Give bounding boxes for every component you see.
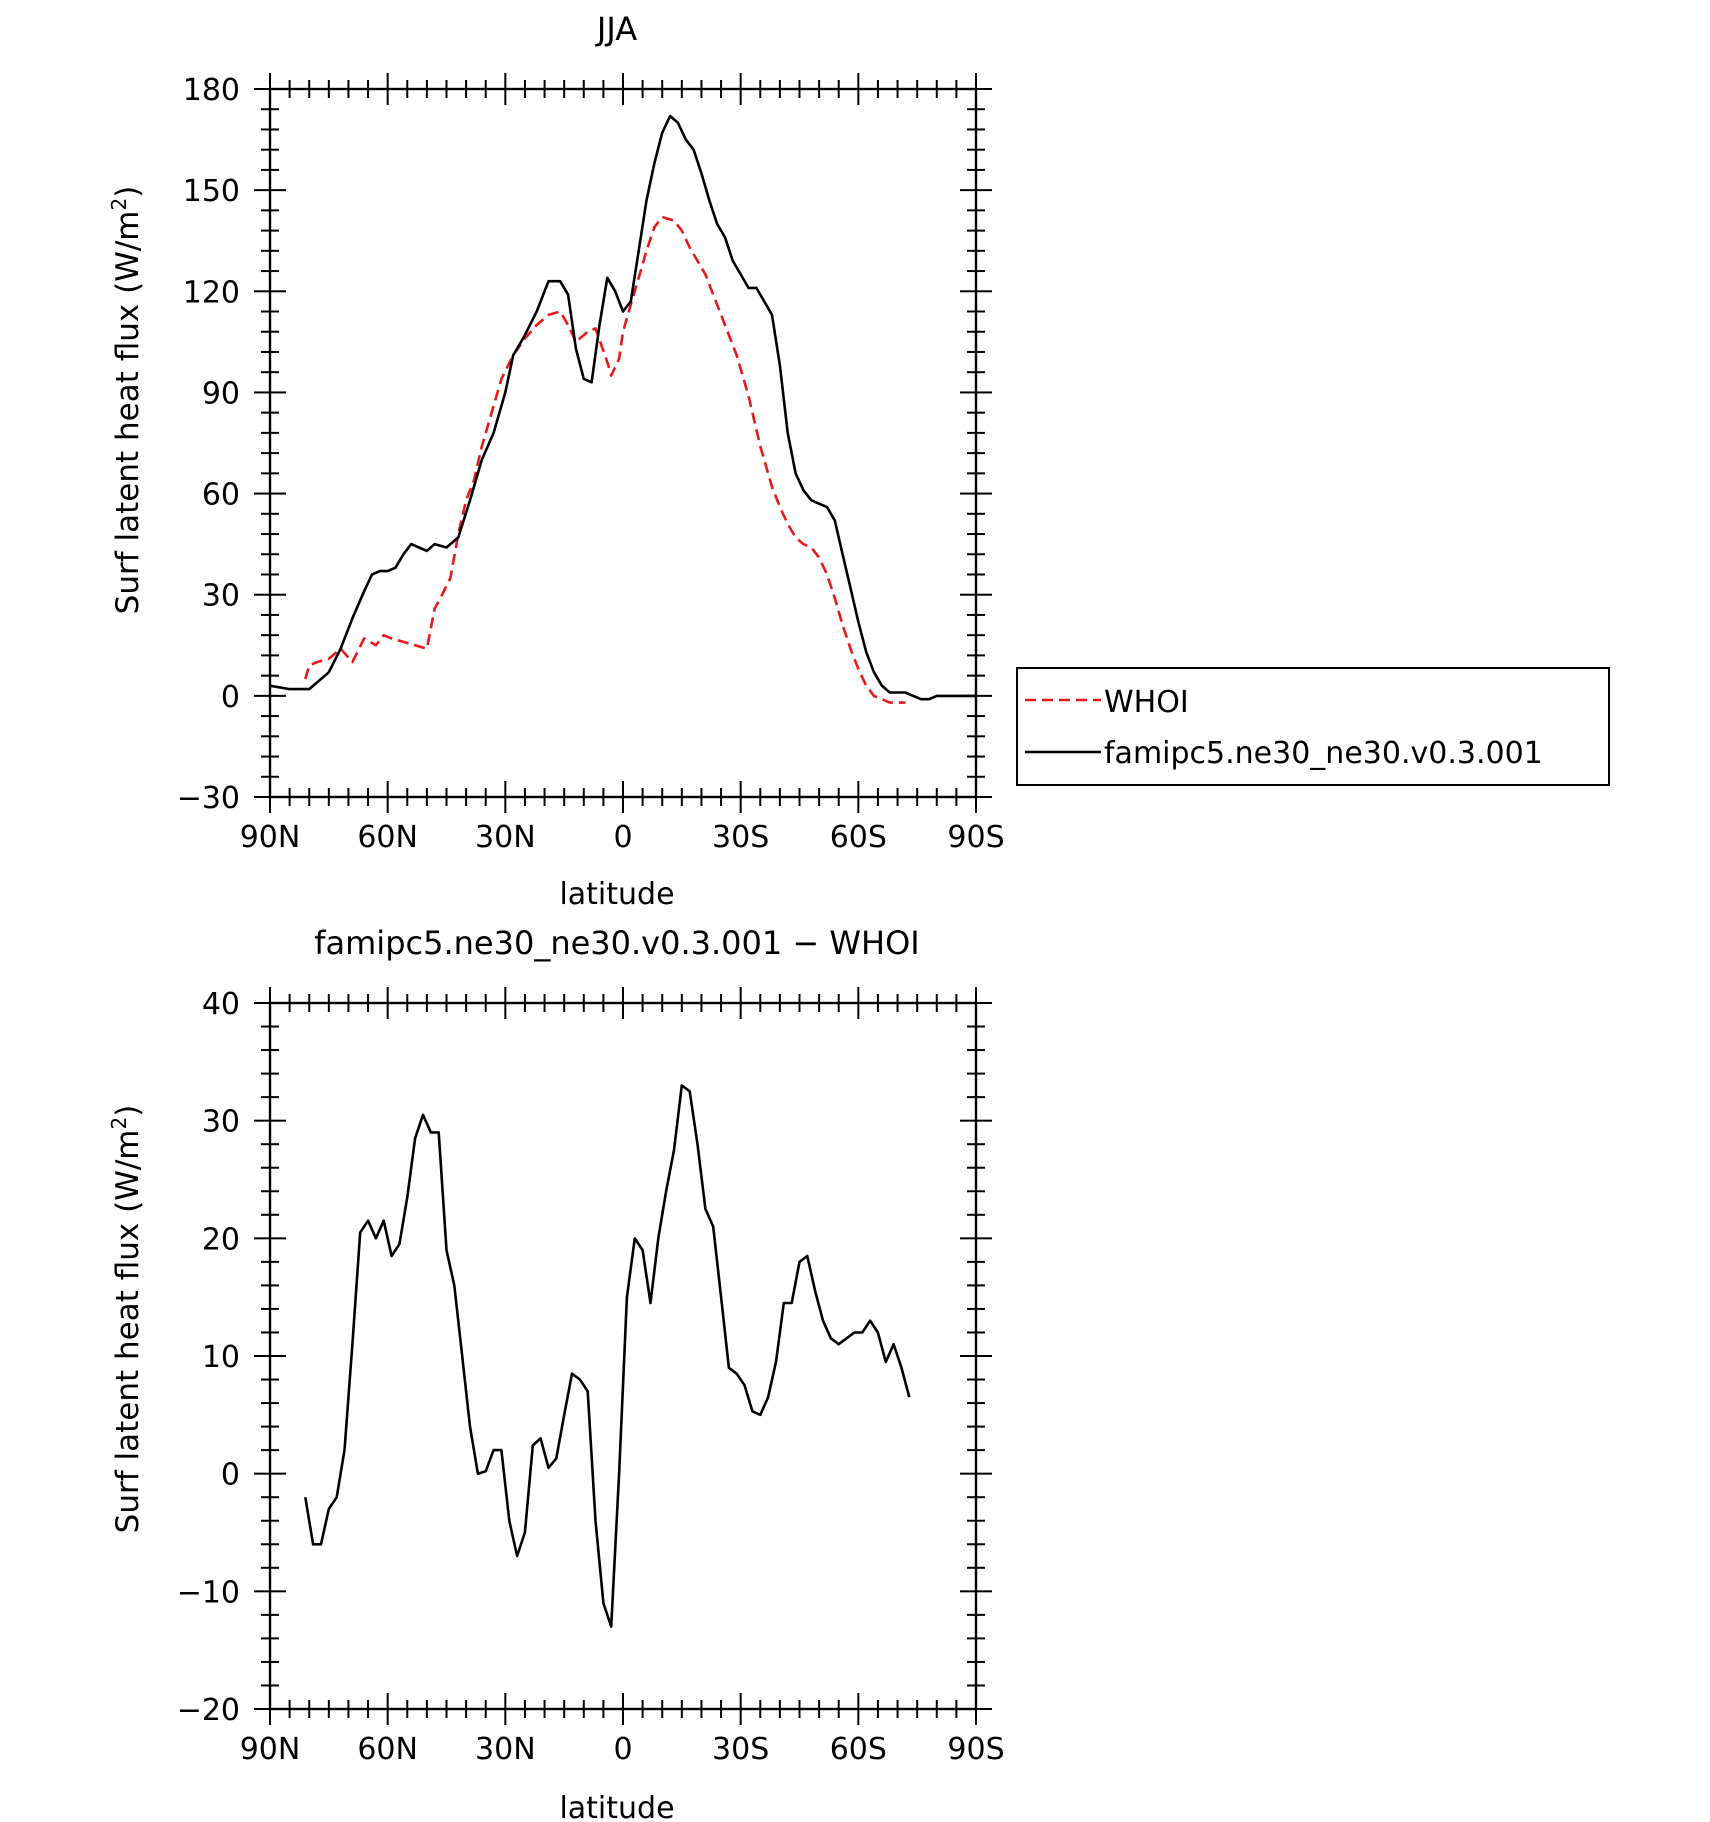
x-tick-label: 90N bbox=[240, 820, 301, 855]
y-tick-label: 30 bbox=[202, 579, 240, 614]
series-line-whoi bbox=[304, 215, 906, 704]
x-tick-label: 30S bbox=[712, 820, 769, 855]
chart-title: famipc5.ne30_ne30.v0.3.001 − WHOI bbox=[314, 924, 919, 962]
y-tick-label: 60 bbox=[202, 478, 240, 513]
y-tick-label: 40 bbox=[202, 987, 240, 1022]
y-axis-label-close: ) bbox=[110, 186, 146, 198]
series-line-difference bbox=[304, 1084, 911, 1628]
y-tick-label: −10 bbox=[177, 1575, 240, 1610]
x-tick-label: 30N bbox=[475, 1732, 536, 1767]
x-tick-label: 60S bbox=[830, 1732, 887, 1767]
y-tick-label: 120 bbox=[183, 275, 240, 310]
x-tick-label: 60N bbox=[357, 820, 418, 855]
y-tick-label: 150 bbox=[183, 174, 240, 209]
legend-label-whoi: WHOI bbox=[1104, 685, 1189, 720]
x-tick-label: 90N bbox=[240, 1732, 301, 1767]
x-tick-label: 60S bbox=[830, 820, 887, 855]
y-tick-label: 30 bbox=[202, 1105, 240, 1140]
y-axis-label-close: ) bbox=[110, 1105, 146, 1117]
difference-panel: famipc5.ne30_ne30.v0.3.001 − WHOI 90N 60N… bbox=[107, 924, 1005, 1822]
y-tick-label: 0 bbox=[221, 680, 240, 715]
x-tick-label: 90S bbox=[947, 820, 1004, 855]
legend: WHOI famipc5.ne30_ne30.v0.3.001 bbox=[1016, 667, 1610, 786]
y-axis-label-superscript: 2 bbox=[107, 198, 131, 211]
legend-box bbox=[1016, 667, 1610, 786]
series-line-famipc5-ne30-ne30-v0-3-001 bbox=[269, 114, 976, 701]
chart-title: JJA bbox=[595, 10, 637, 48]
y-tick-label: 20 bbox=[202, 1222, 240, 1257]
x-tick-label: 0 bbox=[613, 820, 632, 855]
plot-area: 90N 60N 30N 0 30S 60S 90S −20 −10 0 10 20 30 40 bbox=[177, 987, 1005, 1767]
legend-label-famipc5: famipc5.ne30_ne30.v0.3.001 bbox=[1104, 736, 1543, 771]
latent-heat-flux-panel: JJA 90N 60N 30N 0 30S 60S 90S −30 0 30 60 90 120 150 1… bbox=[107, 10, 1610, 912]
x-tick-label: 30S bbox=[712, 1732, 769, 1767]
y-tick-label: −30 bbox=[177, 781, 240, 816]
y-tick-label: 0 bbox=[221, 1458, 240, 1493]
y-axis-label: Surf latent heat flux (W/m2) bbox=[107, 1105, 146, 1534]
y-axis-label: Surf latent heat flux (W/m2) bbox=[107, 186, 146, 615]
y-axis-label-text: Surf latent heat flux (W/m bbox=[110, 211, 146, 615]
y-tick-label: −20 bbox=[177, 1693, 240, 1728]
y-tick-label: 10 bbox=[202, 1340, 240, 1375]
x-tick-label: 0 bbox=[613, 1732, 632, 1767]
x-tick-label: 60N bbox=[357, 1732, 418, 1767]
y-tick-label: 90 bbox=[202, 376, 240, 411]
y-tick-label: 180 bbox=[183, 73, 240, 108]
x-tick-label: 90S bbox=[947, 1732, 1004, 1767]
y-axis-label-superscript: 2 bbox=[107, 1117, 131, 1130]
plot-area: 90N 60N 30N 0 30S 60S 90S −30 0 30 60 90 120 150 180 bbox=[177, 73, 1005, 855]
x-tick-label: 30N bbox=[475, 820, 536, 855]
y-axis-label-text: Surf latent heat flux (W/m bbox=[110, 1130, 146, 1534]
x-axis-label: latitude bbox=[559, 1791, 674, 1822]
x-axis-label: latitude bbox=[559, 877, 674, 912]
